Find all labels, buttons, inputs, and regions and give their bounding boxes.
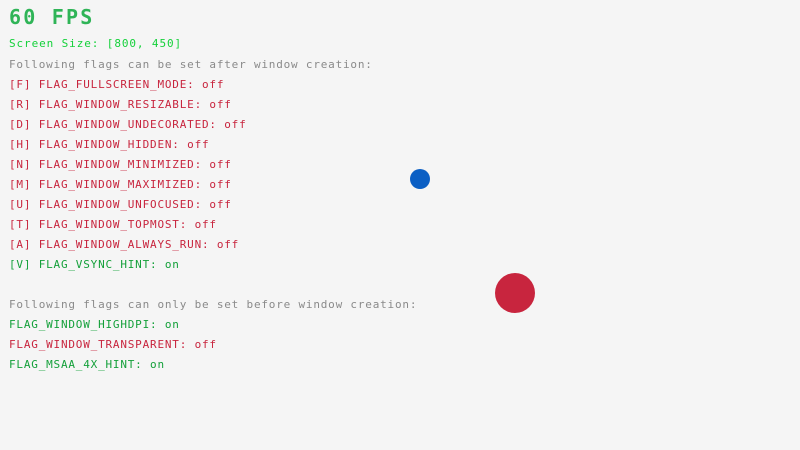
flag-row[interactable]: [R] FLAG_WINDOW_RESIZABLE: off: [9, 98, 232, 111]
flag-row[interactable]: [D] FLAG_WINDOW_UNDECORATED: off: [9, 118, 247, 131]
screen-size-label: Screen Size: [800, 450]: [9, 37, 183, 50]
flag-row[interactable]: [H] FLAG_WINDOW_HIDDEN: off: [9, 138, 210, 151]
ball-large-red: [495, 273, 535, 313]
creation-flags-header: Following flags can only be set before w…: [9, 298, 418, 311]
flag-row[interactable]: [U] FLAG_WINDOW_UNFOCUSED: off: [9, 198, 232, 211]
flag-row[interactable]: [A] FLAG_WINDOW_ALWAYS_RUN: off: [9, 238, 240, 251]
flag-row[interactable]: [M] FLAG_WINDOW_MAXIMIZED: off: [9, 178, 232, 191]
flag-row[interactable]: [V] FLAG_VSYNC_HINT: on: [9, 258, 180, 271]
runtime-flags-header: Following flags can be set after window …: [9, 58, 373, 71]
flag-row[interactable]: FLAG_WINDOW_HIGHDPI: on: [9, 318, 180, 331]
flag-row[interactable]: [F] FLAG_FULLSCREEN_MODE: off: [9, 78, 225, 91]
flag-row[interactable]: FLAG_MSAA_4X_HINT: on: [9, 358, 165, 371]
flag-row[interactable]: [N] FLAG_WINDOW_MINIMIZED: off: [9, 158, 232, 171]
fps-counter: 60 FPS: [9, 5, 95, 29]
ball-small-blue: [410, 169, 430, 189]
flag-row[interactable]: [T] FLAG_WINDOW_TOPMOST: off: [9, 218, 217, 231]
flag-row[interactable]: FLAG_WINDOW_TRANSPARENT: off: [9, 338, 217, 351]
